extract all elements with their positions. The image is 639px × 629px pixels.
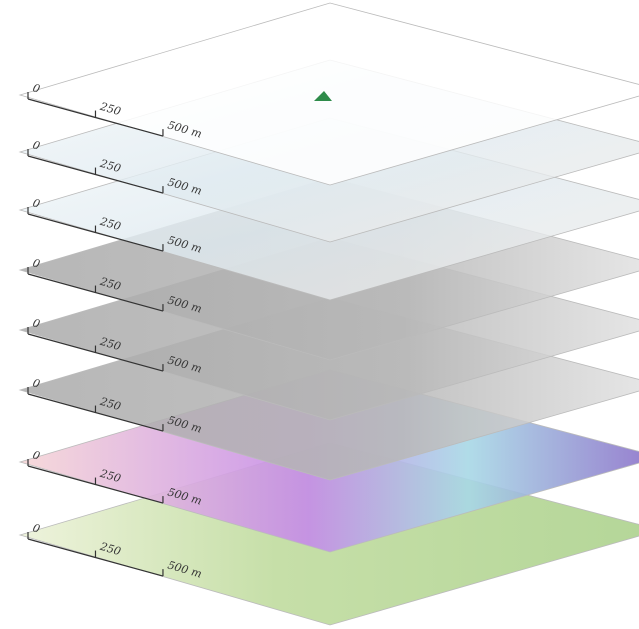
scale-label: 250 (98, 100, 123, 119)
scale-label: 0 (31, 196, 41, 210)
scale-label: 0 (31, 316, 41, 330)
scale-label: 250 (98, 157, 123, 176)
scale-label: 250 (98, 335, 123, 354)
scale-label: 250 (98, 467, 123, 486)
scale-label: 250 (98, 540, 123, 559)
scale-label: 250 (98, 215, 123, 234)
scale-label: 0 (31, 256, 41, 270)
scale-label: 0 (31, 138, 41, 152)
scale-label: 0 (31, 521, 41, 535)
scale-label: 250 (98, 275, 123, 294)
scale-label: 0 (31, 81, 41, 95)
scale-label: 0 (31, 448, 41, 462)
scale-label: 250 (98, 395, 123, 414)
layer-plane (18, 2, 639, 186)
location-marker (314, 91, 332, 101)
scale-label: 0 (31, 376, 41, 390)
